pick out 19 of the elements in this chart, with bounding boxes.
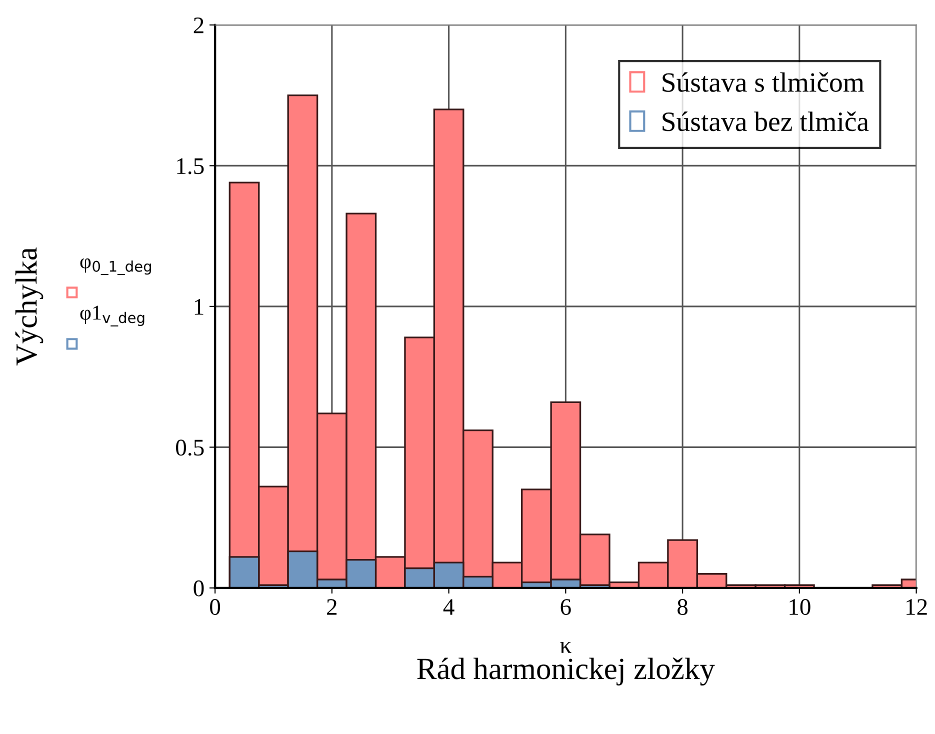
text: φ$_{0_1_deg}$ bbox=[80, 258, 151, 276]
legend-label: Sústava s tlmičom bbox=[662, 72, 864, 92]
y-tick-label: 0 bbox=[194, 580, 204, 596]
y-tick-label: 0.5 bbox=[176, 440, 204, 456]
text: φ1$_{v_deg}$ bbox=[80, 306, 144, 326]
x-tick-label: 0 bbox=[210, 599, 220, 615]
x-axis-title: κ bbox=[560, 642, 572, 653]
x-tick-label: 8 bbox=[678, 599, 688, 615]
y-tick-label: 1.5 bbox=[177, 158, 204, 174]
x-tick-label: 4 bbox=[443, 599, 454, 615]
text: Rád harmonickej zložky bbox=[417, 658, 715, 686]
x-tick-label: 6 bbox=[560, 599, 571, 615]
y-tick-label: 1 bbox=[194, 299, 204, 315]
legend-label: Sústava bez tlmiča bbox=[662, 112, 869, 132]
x-tick-label: 2 bbox=[327, 599, 337, 615]
x-tick-label: 10 bbox=[790, 599, 810, 615]
x-tick-label: 12 bbox=[906, 599, 927, 615]
y-axis-title: Výchylka bbox=[15, 247, 44, 366]
y-tick-label: 2 bbox=[194, 18, 204, 34]
